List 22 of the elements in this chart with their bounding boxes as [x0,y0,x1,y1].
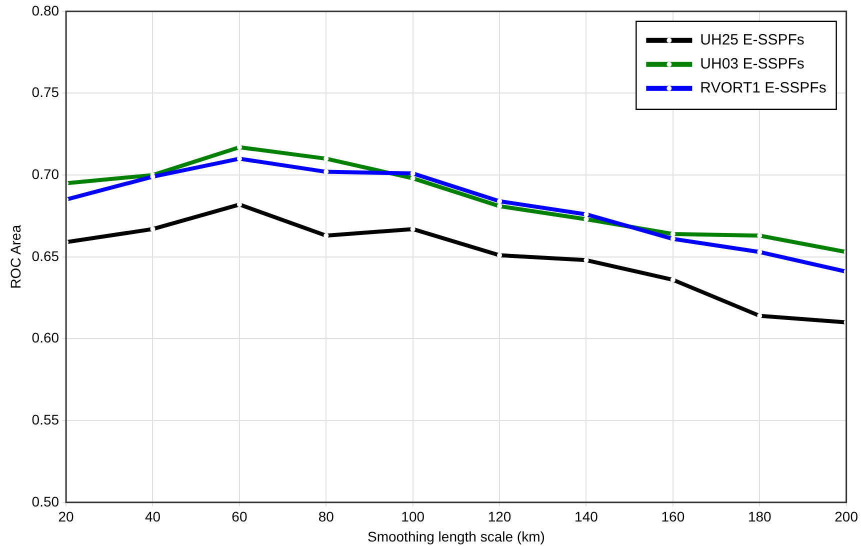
x-tick-label: 200 [834,508,858,525]
y-tick-label: 0.50 [32,493,60,510]
x-tick-label: 120 [488,508,512,525]
y-tick-label: 0.70 [32,166,60,182]
x-tick-label: 140 [574,508,598,525]
y-tick-label: 0.80 [32,2,60,18]
y-tick-label: 0.55 [32,411,60,428]
legend-label: UH03 E-SSPFs [700,56,804,73]
x-tick-label: 100 [401,508,425,525]
x-axis-title: Smoothing length scale (km) [367,528,545,544]
x-tick-label: 60 [232,508,248,525]
x-tick-label: 40 [144,508,161,525]
x-tick-label: 160 [661,508,685,525]
y-tick-label: 0.75 [32,84,60,100]
x-tick-label: 20 [58,508,74,525]
x-tick-label: 80 [318,508,334,525]
legend-label: RVORT1 E-SSPFs [700,80,826,97]
x-tick-label: 180 [748,508,772,525]
y-tick-label: 0.60 [32,330,60,346]
y-axis-title: ROC Area [7,224,24,289]
legend-label: UH25 E-SSPFs [700,32,804,49]
y-tick-label: 0.65 [32,248,60,264]
